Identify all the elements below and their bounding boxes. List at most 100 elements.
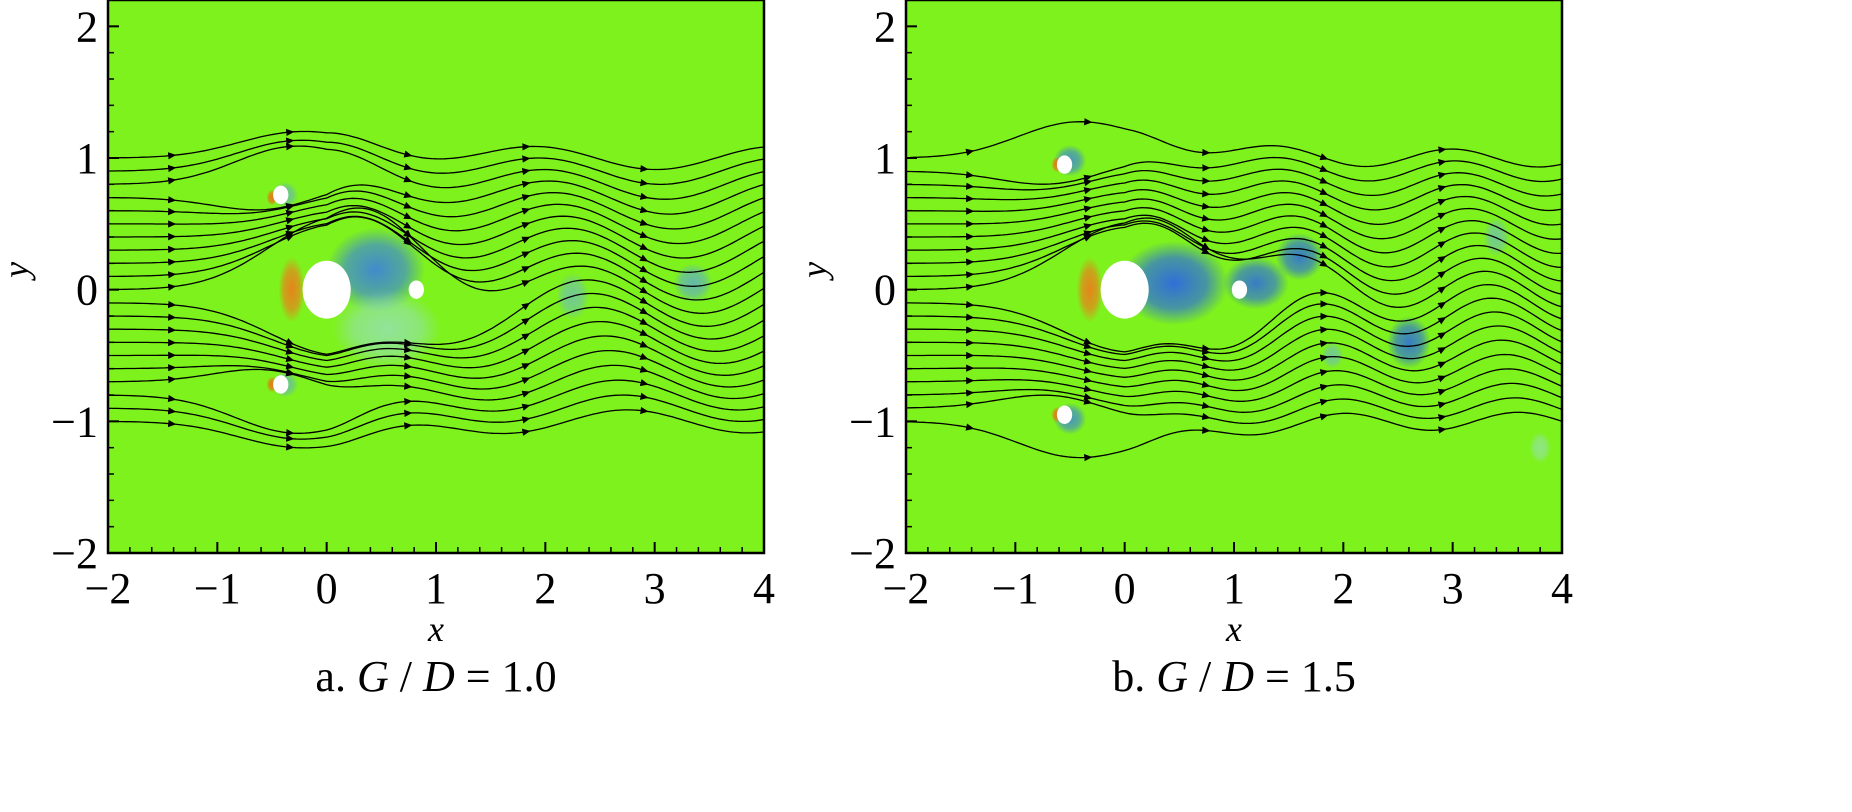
y-tick-label: 1: [76, 134, 98, 183]
x-tick-label: 2: [534, 564, 556, 613]
streamline: [906, 214, 1562, 269]
panel-a: −2 −1 0 1 2 3 4 −2 −1 0 1 2 x y a. G / D = 1.0: [0, 0, 775, 701]
streamline: [906, 198, 1562, 240]
x-tick-label: 2: [1332, 564, 1354, 613]
streamline: [906, 121, 1562, 168]
streamline: [108, 364, 764, 401]
cylinder: [273, 185, 289, 205]
streamline: [906, 411, 1562, 459]
caption-part: 1.5: [1301, 652, 1356, 701]
contour-field: [1051, 144, 1552, 464]
streamline: [906, 220, 1562, 282]
streamline: [108, 139, 764, 186]
streamlines: [108, 128, 764, 451]
x-axis-label: x: [427, 609, 444, 649]
streamline: [906, 311, 1562, 362]
streamline: [906, 339, 1562, 381]
vortex-blob: [1321, 342, 1344, 369]
streamline: [906, 222, 1562, 295]
streamline: [108, 335, 764, 379]
x-tick-label: −2: [85, 564, 132, 613]
caption-part: G: [1156, 652, 1188, 701]
streamline: [108, 394, 764, 440]
vortex-blob: [673, 263, 713, 303]
caption-part: a.: [315, 652, 357, 701]
cylinder: [1100, 260, 1149, 319]
y-tick-label: 1: [874, 134, 896, 183]
streamline: [108, 349, 764, 390]
y-tick-label: −2: [849, 529, 896, 578]
x-tick-label: 4: [1551, 564, 1573, 613]
x-tick-label: −2: [883, 564, 930, 613]
cylinder: [302, 260, 351, 319]
x-tick-label: 0: [316, 564, 338, 613]
y-tick-label: −2: [51, 529, 98, 578]
streamline: [906, 156, 1562, 185]
caption-part: b.: [1112, 652, 1156, 701]
x-tick-label: 3: [644, 564, 666, 613]
streamline: [108, 215, 764, 287]
contour-background: [108, 0, 764, 553]
streamline: [906, 368, 1562, 402]
streamline: [108, 306, 764, 362]
x-tick-label: 1: [425, 564, 447, 613]
streamline: [108, 211, 764, 273]
streamline: [906, 353, 1562, 392]
cylinder: [408, 280, 424, 299]
streamline: [108, 292, 764, 357]
streamline: [906, 297, 1562, 356]
x-tick-label: 1: [1223, 564, 1245, 613]
streamline: [906, 168, 1562, 197]
streamlines: [906, 118, 1562, 462]
panel-caption: b. G / D = 1.5: [1112, 652, 1356, 701]
y-tick-label: 0: [874, 266, 896, 315]
streamline: [906, 217, 1562, 308]
streamline: [108, 216, 764, 301]
x-tick-label: 3: [1442, 564, 1464, 613]
streamline: [108, 204, 764, 259]
x-axis-label: x: [1225, 609, 1242, 649]
caption-part: D: [1221, 652, 1254, 701]
vortex-blob: [1076, 256, 1103, 323]
streamline: [108, 379, 764, 434]
y-tick-label: 0: [76, 266, 98, 315]
vortex-blob: [1529, 431, 1552, 464]
caption-part: D: [422, 652, 455, 701]
streamline: [906, 179, 1562, 212]
cylinder: [1056, 155, 1073, 174]
streamline: [108, 130, 764, 171]
streamline: [108, 197, 764, 245]
streamline: [906, 325, 1562, 371]
y-tick-label: 2: [874, 2, 896, 51]
streamline: [906, 382, 1562, 413]
caption-part: /: [1188, 652, 1222, 701]
streamline: [108, 190, 764, 230]
x-tick-label: 4: [753, 564, 775, 613]
streamline: [108, 180, 764, 215]
streamline: [906, 207, 1562, 255]
cylinder: [1056, 405, 1073, 424]
cylinder: [1231, 280, 1248, 299]
y-axis-label: y: [0, 262, 36, 281]
x-tick-label: −1: [194, 564, 241, 613]
caption-part: =: [455, 652, 502, 701]
panel-caption: a. G / D = 1.0: [315, 652, 556, 701]
streamline: [108, 320, 764, 369]
vortex-blob: [1387, 316, 1431, 369]
streamline: [108, 145, 764, 200]
streamline: [108, 409, 764, 449]
x-tick-label: 0: [1114, 564, 1136, 613]
vortex-blob: [1275, 233, 1324, 281]
streamline: [108, 207, 764, 314]
y-tick-label: −1: [51, 397, 98, 446]
y-tick-label: −1: [849, 397, 896, 446]
streamline: [108, 279, 764, 355]
streamline: [906, 189, 1562, 226]
streamline: [906, 394, 1562, 425]
caption-part: /: [389, 652, 423, 701]
y-tick-label: 2: [76, 2, 98, 51]
y-axis-label: y: [794, 262, 834, 281]
caption-part: =: [1254, 652, 1301, 701]
caption-part: G: [357, 652, 389, 701]
